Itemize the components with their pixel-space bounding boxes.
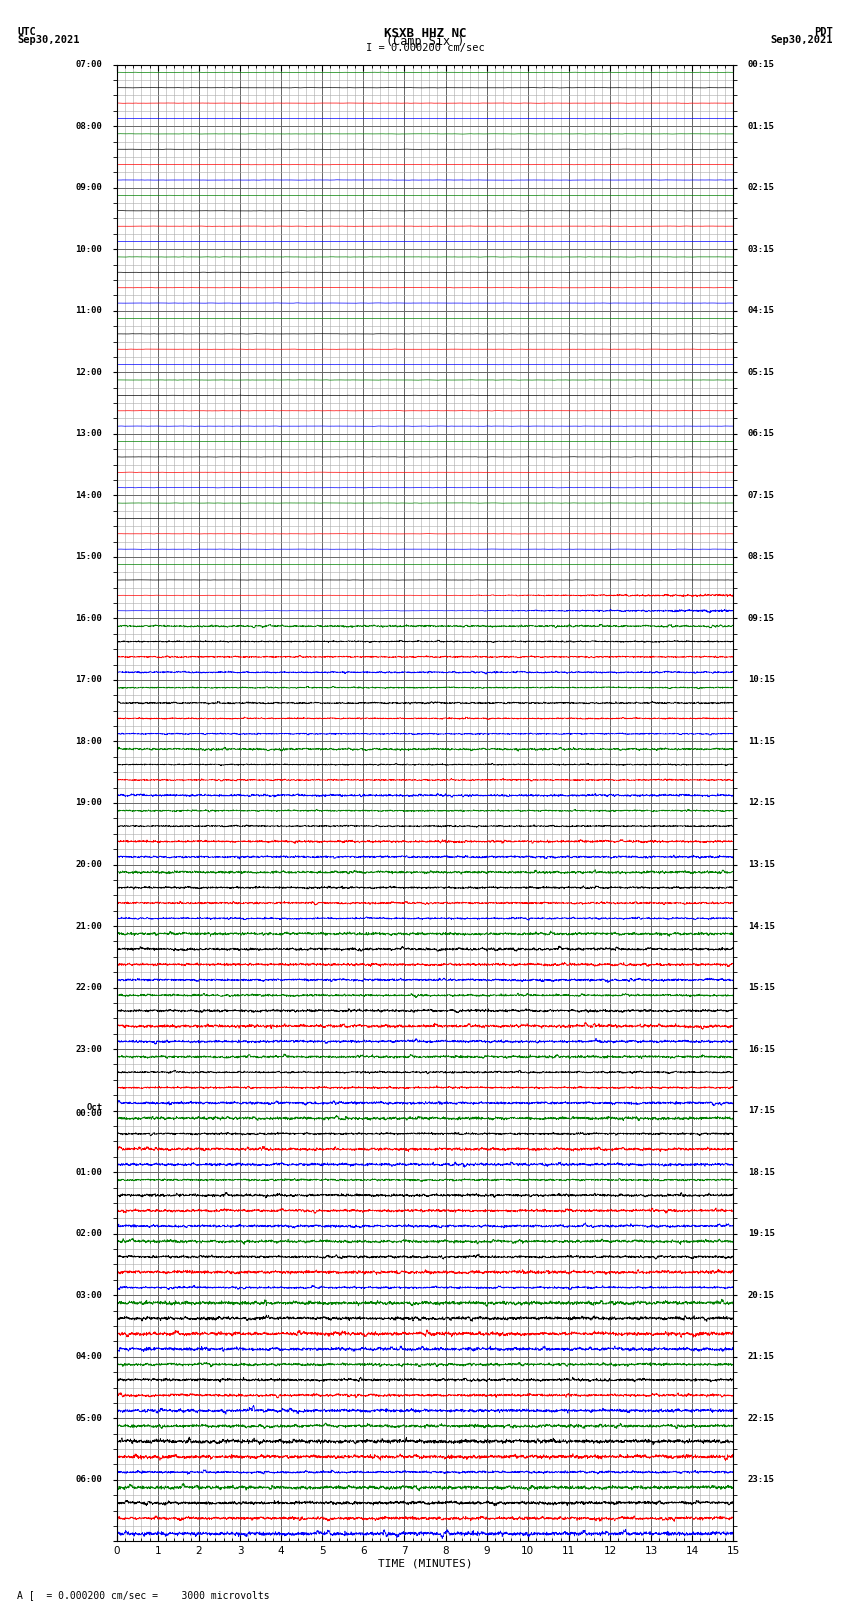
Text: 01:15: 01:15 — [748, 121, 774, 131]
Text: 08:00: 08:00 — [76, 121, 102, 131]
Text: 15:00: 15:00 — [76, 552, 102, 561]
Text: 17:15: 17:15 — [748, 1107, 774, 1115]
Text: 21:00: 21:00 — [76, 921, 102, 931]
Text: 06:00: 06:00 — [76, 1476, 102, 1484]
Text: 13:15: 13:15 — [748, 860, 774, 869]
Text: 23:15: 23:15 — [748, 1476, 774, 1484]
Text: 09:15: 09:15 — [748, 615, 774, 623]
Text: 13:00: 13:00 — [76, 429, 102, 439]
Text: 03:00: 03:00 — [76, 1290, 102, 1300]
Text: PDT: PDT — [814, 26, 833, 37]
Text: 19:15: 19:15 — [748, 1229, 774, 1239]
Text: 18:15: 18:15 — [748, 1168, 774, 1176]
Text: 01:00: 01:00 — [76, 1168, 102, 1176]
Text: 19:00: 19:00 — [76, 798, 102, 808]
Text: 06:15: 06:15 — [748, 429, 774, 439]
Text: 00:00: 00:00 — [76, 1110, 102, 1118]
Text: Sep30,2021: Sep30,2021 — [17, 35, 80, 45]
Text: 14:00: 14:00 — [76, 490, 102, 500]
Text: 15:15: 15:15 — [748, 982, 774, 992]
Text: 00:15: 00:15 — [748, 60, 774, 69]
Text: I = 0.000200 cm/sec: I = 0.000200 cm/sec — [366, 44, 484, 53]
Text: 16:00: 16:00 — [76, 615, 102, 623]
Text: 18:00: 18:00 — [76, 737, 102, 745]
Text: 21:15: 21:15 — [748, 1352, 774, 1361]
Text: 17:00: 17:00 — [76, 676, 102, 684]
Text: 04:00: 04:00 — [76, 1352, 102, 1361]
Text: 04:15: 04:15 — [748, 306, 774, 315]
Text: 07:00: 07:00 — [76, 60, 102, 69]
Text: 08:15: 08:15 — [748, 552, 774, 561]
Text: 05:15: 05:15 — [748, 368, 774, 377]
Text: 10:00: 10:00 — [76, 245, 102, 253]
Text: 11:00: 11:00 — [76, 306, 102, 315]
Text: 07:15: 07:15 — [748, 490, 774, 500]
Text: 05:00: 05:00 — [76, 1413, 102, 1423]
Text: 09:00: 09:00 — [76, 184, 102, 192]
Text: 22:00: 22:00 — [76, 982, 102, 992]
Text: 03:15: 03:15 — [748, 245, 774, 253]
Text: 16:15: 16:15 — [748, 1045, 774, 1053]
X-axis label: TIME (MINUTES): TIME (MINUTES) — [377, 1560, 473, 1569]
Text: 20:15: 20:15 — [748, 1290, 774, 1300]
Text: 11:15: 11:15 — [748, 737, 774, 745]
Text: 22:15: 22:15 — [748, 1413, 774, 1423]
Text: A [  = 0.000200 cm/sec =    3000 microvolts: A [ = 0.000200 cm/sec = 3000 microvolts — [17, 1590, 269, 1600]
Text: 12:15: 12:15 — [748, 798, 774, 808]
Text: 20:00: 20:00 — [76, 860, 102, 869]
Text: Sep30,2021: Sep30,2021 — [770, 35, 833, 45]
Text: 02:15: 02:15 — [748, 184, 774, 192]
Text: 23:00: 23:00 — [76, 1045, 102, 1053]
Text: UTC: UTC — [17, 26, 36, 37]
Text: 10:15: 10:15 — [748, 676, 774, 684]
Text: KSXB HHZ NC: KSXB HHZ NC — [383, 26, 467, 40]
Text: 02:00: 02:00 — [76, 1229, 102, 1239]
Text: 14:15: 14:15 — [748, 921, 774, 931]
Text: Oct: Oct — [86, 1103, 102, 1111]
Text: (Camp Six ): (Camp Six ) — [386, 35, 464, 48]
Text: 12:00: 12:00 — [76, 368, 102, 377]
